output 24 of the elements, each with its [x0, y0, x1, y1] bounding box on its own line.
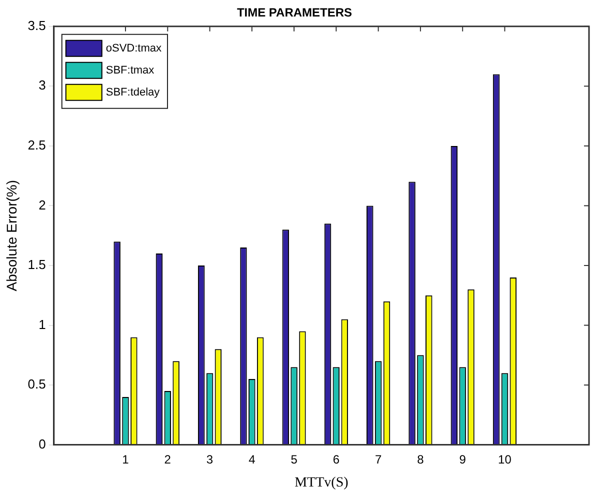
y-tick-label: 3 — [38, 78, 46, 93]
x-tick-label: 7 — [374, 452, 382, 466]
y-tick-label: 1 — [38, 316, 46, 332]
x-tick-label: 6 — [332, 452, 340, 466]
y-tick-label: 2 — [38, 197, 46, 212]
x-tick-label: 3 — [206, 452, 214, 466]
legend-label: SBF:tmax — [106, 64, 155, 76]
legend-label: oSVD:tmax — [106, 42, 162, 54]
x-tick-label: 5 — [290, 452, 298, 466]
chart-title: TIME PARAMETERS — [236, 6, 352, 20]
y-tick-label: 0 — [38, 436, 46, 452]
y-tick-label: 2.5 — [28, 138, 46, 153]
x-tick-label: 1 — [122, 452, 130, 466]
x-axis-title: MTTv(S) — [294, 475, 349, 490]
y-tick-label: 3.5 — [28, 18, 46, 33]
y-axis-title: Absolute Error(%) — [3, 180, 20, 292]
x-tick-label: 8 — [417, 452, 424, 466]
y-tick-label: 1.5 — [28, 257, 46, 272]
y-tick-label: 0.5 — [28, 376, 46, 392]
x-tick-label: 10 — [498, 452, 512, 466]
legend-label: SBF:tdelay — [106, 86, 160, 98]
x-tick-label: 4 — [248, 452, 256, 466]
x-tick-label: 2 — [164, 452, 172, 466]
x-tick-label: 9 — [459, 452, 466, 466]
